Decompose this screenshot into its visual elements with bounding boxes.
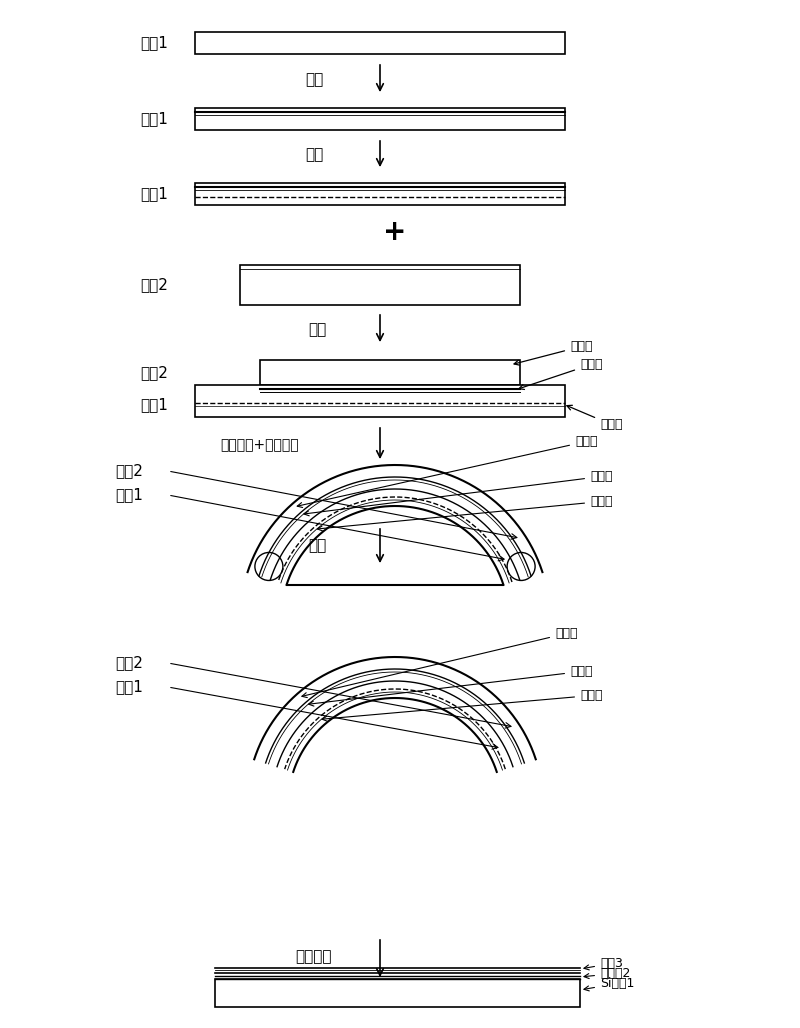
Text: 高温剥离: 高温剥离 bbox=[295, 950, 331, 964]
Text: 硅片1: 硅片1 bbox=[140, 111, 168, 126]
Text: 卸架: 卸架 bbox=[308, 539, 326, 553]
Text: 顶层3: 顶层3 bbox=[584, 957, 623, 970]
Bar bbox=[195, 108, 565, 130]
Text: 硅片1: 硅片1 bbox=[115, 680, 143, 695]
Text: 硅片1: 硅片1 bbox=[140, 398, 168, 412]
Text: 氧化: 氧化 bbox=[305, 73, 323, 87]
Text: +: + bbox=[383, 218, 406, 246]
Text: 硅片2: 硅片2 bbox=[115, 656, 143, 670]
Text: 贴合: 贴合 bbox=[308, 323, 326, 337]
Text: 注氢层: 注氢层 bbox=[322, 689, 602, 722]
Text: 机械弯曲+键合退火: 机械弯曲+键合退火 bbox=[220, 438, 298, 452]
Bar bbox=[260, 360, 520, 386]
Text: 边界处: 边界处 bbox=[298, 435, 598, 508]
Text: 边界处: 边界处 bbox=[302, 627, 578, 698]
Text: 硅片2: 硅片2 bbox=[115, 464, 143, 478]
Text: 硅片2: 硅片2 bbox=[140, 365, 168, 380]
Text: Si衬底1: Si衬底1 bbox=[584, 977, 634, 991]
Text: 氧化层: 氧化层 bbox=[304, 470, 613, 516]
Text: 注氢层: 注氢层 bbox=[567, 405, 622, 431]
Circle shape bbox=[507, 552, 535, 581]
Text: 氧化层: 氧化层 bbox=[309, 665, 593, 706]
Bar bbox=[240, 265, 520, 305]
Text: 注氢层: 注氢层 bbox=[318, 495, 613, 530]
Text: 硅片1: 硅片1 bbox=[115, 487, 143, 503]
Bar bbox=[215, 979, 580, 1007]
Circle shape bbox=[255, 552, 283, 581]
Text: 注氢: 注氢 bbox=[305, 147, 323, 162]
Text: 边界处: 边界处 bbox=[514, 340, 593, 365]
Text: 绝缘层2: 绝缘层2 bbox=[584, 967, 630, 980]
Bar bbox=[195, 386, 565, 417]
Bar bbox=[195, 32, 565, 54]
Text: 硅片2: 硅片2 bbox=[140, 278, 168, 293]
Text: 硅片1: 硅片1 bbox=[140, 186, 168, 201]
Bar bbox=[195, 183, 565, 205]
Text: 氧化层: 氧化层 bbox=[519, 358, 602, 390]
Text: 硅片1: 硅片1 bbox=[140, 36, 168, 50]
